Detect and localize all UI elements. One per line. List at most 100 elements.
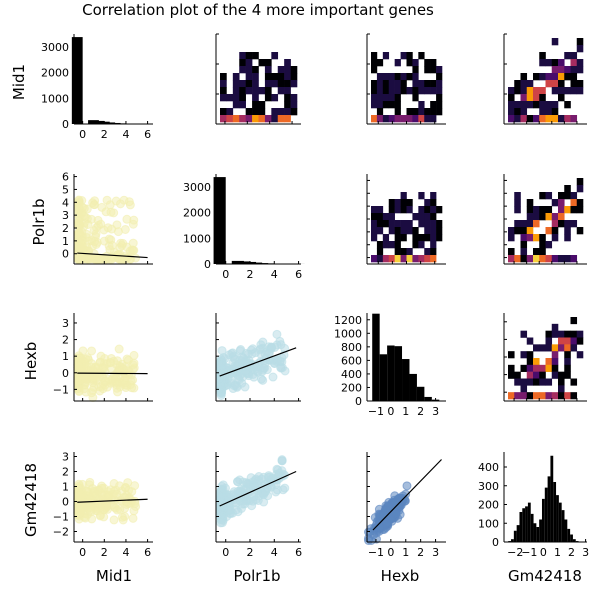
scatter-point	[112, 489, 122, 499]
scatter-point	[77, 227, 87, 237]
scatter-point	[128, 513, 138, 523]
heatmap-cell	[277, 108, 285, 116]
histogram-bar	[547, 476, 551, 542]
y-tick-label: −1	[53, 383, 69, 396]
histogram-bar	[71, 37, 83, 125]
heatmap-cell	[570, 220, 578, 228]
heatmap-cell	[533, 87, 540, 95]
y-tick-label: 0	[62, 248, 69, 261]
heatmap-cell	[406, 87, 413, 95]
heatmap-cell	[400, 52, 407, 60]
heatmap-cell	[533, 378, 540, 386]
y-tick-label: 200	[478, 499, 499, 512]
scatter-point	[391, 509, 401, 519]
heatmap-cell	[570, 330, 578, 338]
heatmap-cell	[232, 73, 240, 81]
col-label-gm42418: Gm42418	[508, 567, 582, 585]
heatmap-cell	[418, 108, 425, 116]
heatmap-cell	[545, 192, 553, 200]
histogram-bar	[567, 528, 571, 542]
heatmap-cell	[264, 66, 272, 74]
heatmap-cell	[564, 192, 571, 200]
heatmap-cell	[564, 358, 571, 366]
col-label-mid1: Mid1	[96, 567, 132, 585]
heatmap-cell	[406, 220, 413, 228]
heatmap-cell	[564, 101, 571, 109]
heatmap-cell	[570, 73, 578, 81]
heatmap-cell	[424, 108, 431, 116]
histogram-bar	[533, 523, 537, 542]
heatmap-cell	[220, 94, 227, 102]
scatter-point	[77, 479, 87, 489]
heatmap-cell	[252, 80, 259, 88]
scatter-point	[77, 202, 87, 212]
scatter-point	[268, 372, 278, 382]
heatmap-cell	[394, 241, 401, 249]
heatmap-cell	[520, 248, 528, 256]
heatmap-cell	[508, 108, 515, 116]
heatmap-cell	[570, 115, 578, 123]
y-tick-label: 6	[62, 171, 69, 184]
heatmap-cell	[412, 66, 419, 74]
heatmap-cell	[514, 227, 521, 235]
histogram-bar	[530, 513, 534, 542]
heatmap-cell	[239, 101, 246, 109]
scatter-point	[111, 377, 121, 387]
heatmap-cell	[551, 101, 559, 109]
histogram-bar	[250, 262, 263, 264]
heatmap-cell	[508, 248, 515, 256]
heatmap-cell	[576, 199, 584, 207]
heatmap-cell	[436, 108, 443, 116]
heatmap-cell	[400, 73, 407, 81]
heatmap-cell	[558, 330, 565, 338]
heatmap-cell	[239, 52, 246, 60]
heatmap-cell	[394, 234, 401, 242]
heatmap-cell	[371, 220, 378, 228]
heatmap-cell	[271, 115, 279, 123]
heatmap-cell	[520, 351, 528, 359]
x-tick-label: 4	[122, 546, 129, 559]
scatter-point	[79, 384, 89, 394]
scatter-point	[248, 369, 258, 379]
heatmap-cell	[533, 101, 540, 109]
heatmap-cell	[520, 255, 528, 263]
scatter-point	[240, 382, 250, 392]
heatmap-cell	[545, 101, 553, 109]
heatmap-cell	[520, 227, 528, 235]
heatmap-cell	[430, 108, 437, 116]
y-tick-label: 2	[62, 466, 69, 479]
heatmap-cell	[570, 59, 578, 67]
heatmap-cell	[232, 80, 240, 88]
heatmap-cell	[533, 371, 540, 379]
heatmap-cell	[388, 115, 395, 123]
heatmap-cell	[526, 337, 534, 345]
heatmap-cell	[290, 80, 298, 88]
heatmap-cell	[394, 94, 401, 102]
heatmap-cell	[558, 220, 565, 228]
x-tick-label: 6	[295, 546, 302, 559]
heatmap-cell	[526, 94, 534, 102]
heatmap-cell	[394, 255, 401, 263]
heatmap-cell	[539, 94, 546, 102]
heatmap-cell	[418, 220, 425, 228]
y-tick-label: 3	[62, 209, 69, 222]
heatmap-cell	[430, 199, 437, 207]
histogram-bar	[525, 506, 528, 542]
heatmap-cell	[526, 234, 534, 242]
heatmap-cell	[400, 220, 407, 228]
scatter-point	[273, 355, 283, 365]
x-tick-label: 2	[568, 546, 575, 559]
x-tick-label: 3	[432, 546, 439, 559]
heatmap-cell	[430, 255, 437, 263]
heatmap-cell	[514, 371, 521, 379]
heatmap-cell	[551, 115, 559, 123]
heatmap-cell	[371, 52, 378, 60]
heatmap-cell	[412, 241, 419, 249]
heatmap-cell	[576, 59, 584, 67]
row-label-gm42418: Gm42418	[22, 463, 40, 537]
heatmap-cell	[271, 94, 279, 102]
heatmap-cell	[533, 364, 540, 372]
heatmap-cell	[558, 213, 565, 221]
